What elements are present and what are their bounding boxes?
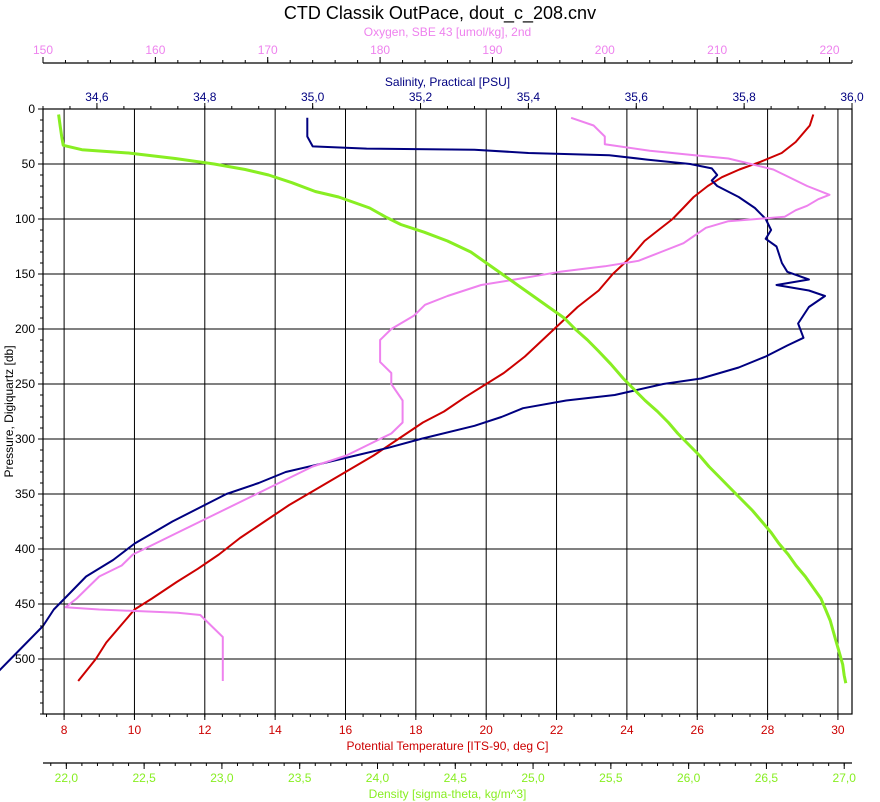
- temperature-tick-label: 12: [198, 723, 212, 737]
- temperature-tick-label: 10: [128, 723, 142, 737]
- density-tick-label: 23,5: [288, 771, 312, 785]
- y-tick-label: 500: [15, 652, 35, 666]
- density-tick-label: 24,0: [366, 771, 390, 785]
- density-tick-label: 22,0: [55, 771, 79, 785]
- temperature-tick-label: 26: [691, 723, 705, 737]
- oxygen-tick-label: 180: [370, 43, 390, 57]
- y-tick-label: 350: [15, 487, 35, 501]
- temperature-tick-label: 18: [409, 723, 423, 737]
- temperature-tick-label: 8: [61, 723, 68, 737]
- y-tick-label: 450: [15, 597, 35, 611]
- oxygen-tick-label: 150: [33, 43, 53, 57]
- y-tick-label: 150: [15, 267, 35, 281]
- salinity-axis-title: Salinity, Practical [PSU]: [385, 75, 510, 89]
- temperature-tick-label: 22: [550, 723, 564, 737]
- temperature-tick-label: 28: [761, 723, 775, 737]
- temperature-tick-label: 16: [339, 723, 353, 737]
- oxygen-tick-label: 200: [595, 43, 615, 57]
- oxygen-tick-label: 220: [820, 43, 840, 57]
- y-tick-label: 300: [15, 432, 35, 446]
- temperature-tick-label: 30: [831, 723, 845, 737]
- density-tick-label: 26,0: [677, 771, 701, 785]
- grid: [43, 108, 852, 714]
- density-series-line: [57, 114, 848, 684]
- salinity-tick-label: 35,2: [409, 90, 433, 104]
- density-tick-label: 24,5: [444, 771, 468, 785]
- salinity-tick-label: 36,0: [840, 90, 864, 104]
- density-tick-label: 26,5: [755, 771, 779, 785]
- temperature-axis-title: Potential Temperature [ITS-90, deg C]: [347, 739, 549, 753]
- oxygen-series-line: [64, 116, 831, 681]
- salinity-tick-label: 35,4: [517, 90, 541, 104]
- oxygen-tick-label: 190: [482, 43, 502, 57]
- salinity-tick-label: 34,6: [85, 90, 109, 104]
- y-tick-label: 250: [15, 377, 35, 391]
- oxygen-tick-label: 160: [145, 43, 165, 57]
- y-tick-label: 200: [15, 322, 35, 336]
- plot-frame: [42, 108, 853, 715]
- y-tick-label: 0: [28, 102, 35, 116]
- density-tick-label: 23,0: [210, 771, 234, 785]
- series: [0, 114, 848, 684]
- salinity-tick-label: 34,8: [193, 90, 217, 104]
- density-axis-title: Density [sigma-theta, kg/m^3]: [369, 787, 527, 801]
- density-tick-label: 27,0: [833, 771, 857, 785]
- oxygen-axis-title: Oxygen, SBE 43 [umol/kg], 2nd: [364, 25, 531, 39]
- salinity-tick-label: 35,8: [732, 90, 756, 104]
- y-tick-label: 50: [22, 157, 36, 171]
- chart-title: CTD Classik OutPace, dout_c_208.cnv: [284, 3, 596, 24]
- salinity-series-line: [0, 117, 826, 672]
- axes: 0 50 100 150 200 250 300 350 400 450 500 Pressure, …: [2, 25, 864, 801]
- salinity-tick-label: 35,0: [301, 90, 325, 104]
- temperature-tick-label: 24: [620, 723, 634, 737]
- oxygen-tick-label: 210: [707, 43, 727, 57]
- density-tick-label: 22,5: [132, 771, 156, 785]
- temperature-tick-label: 20: [480, 723, 494, 737]
- density-tick-label: 25,5: [599, 771, 623, 785]
- oxygen-tick-label: 170: [258, 43, 278, 57]
- temperature-series-line: [77, 114, 815, 682]
- y-tick-label: 400: [15, 542, 35, 556]
- y-tick-label: 100: [15, 212, 35, 226]
- y-axis-title: Pressure, Digiquartz [db]: [2, 345, 16, 477]
- salinity-tick-label: 35,6: [625, 90, 649, 104]
- temperature-tick-label: 14: [268, 723, 282, 737]
- density-tick-label: 25,0: [521, 771, 545, 785]
